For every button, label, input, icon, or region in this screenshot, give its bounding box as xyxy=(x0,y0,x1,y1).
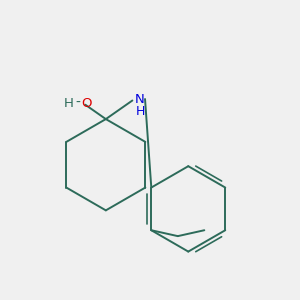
Text: -: - xyxy=(76,96,80,110)
Text: O: O xyxy=(81,97,92,110)
Text: H: H xyxy=(136,105,145,118)
Text: N: N xyxy=(135,92,145,106)
Text: H: H xyxy=(64,97,74,110)
